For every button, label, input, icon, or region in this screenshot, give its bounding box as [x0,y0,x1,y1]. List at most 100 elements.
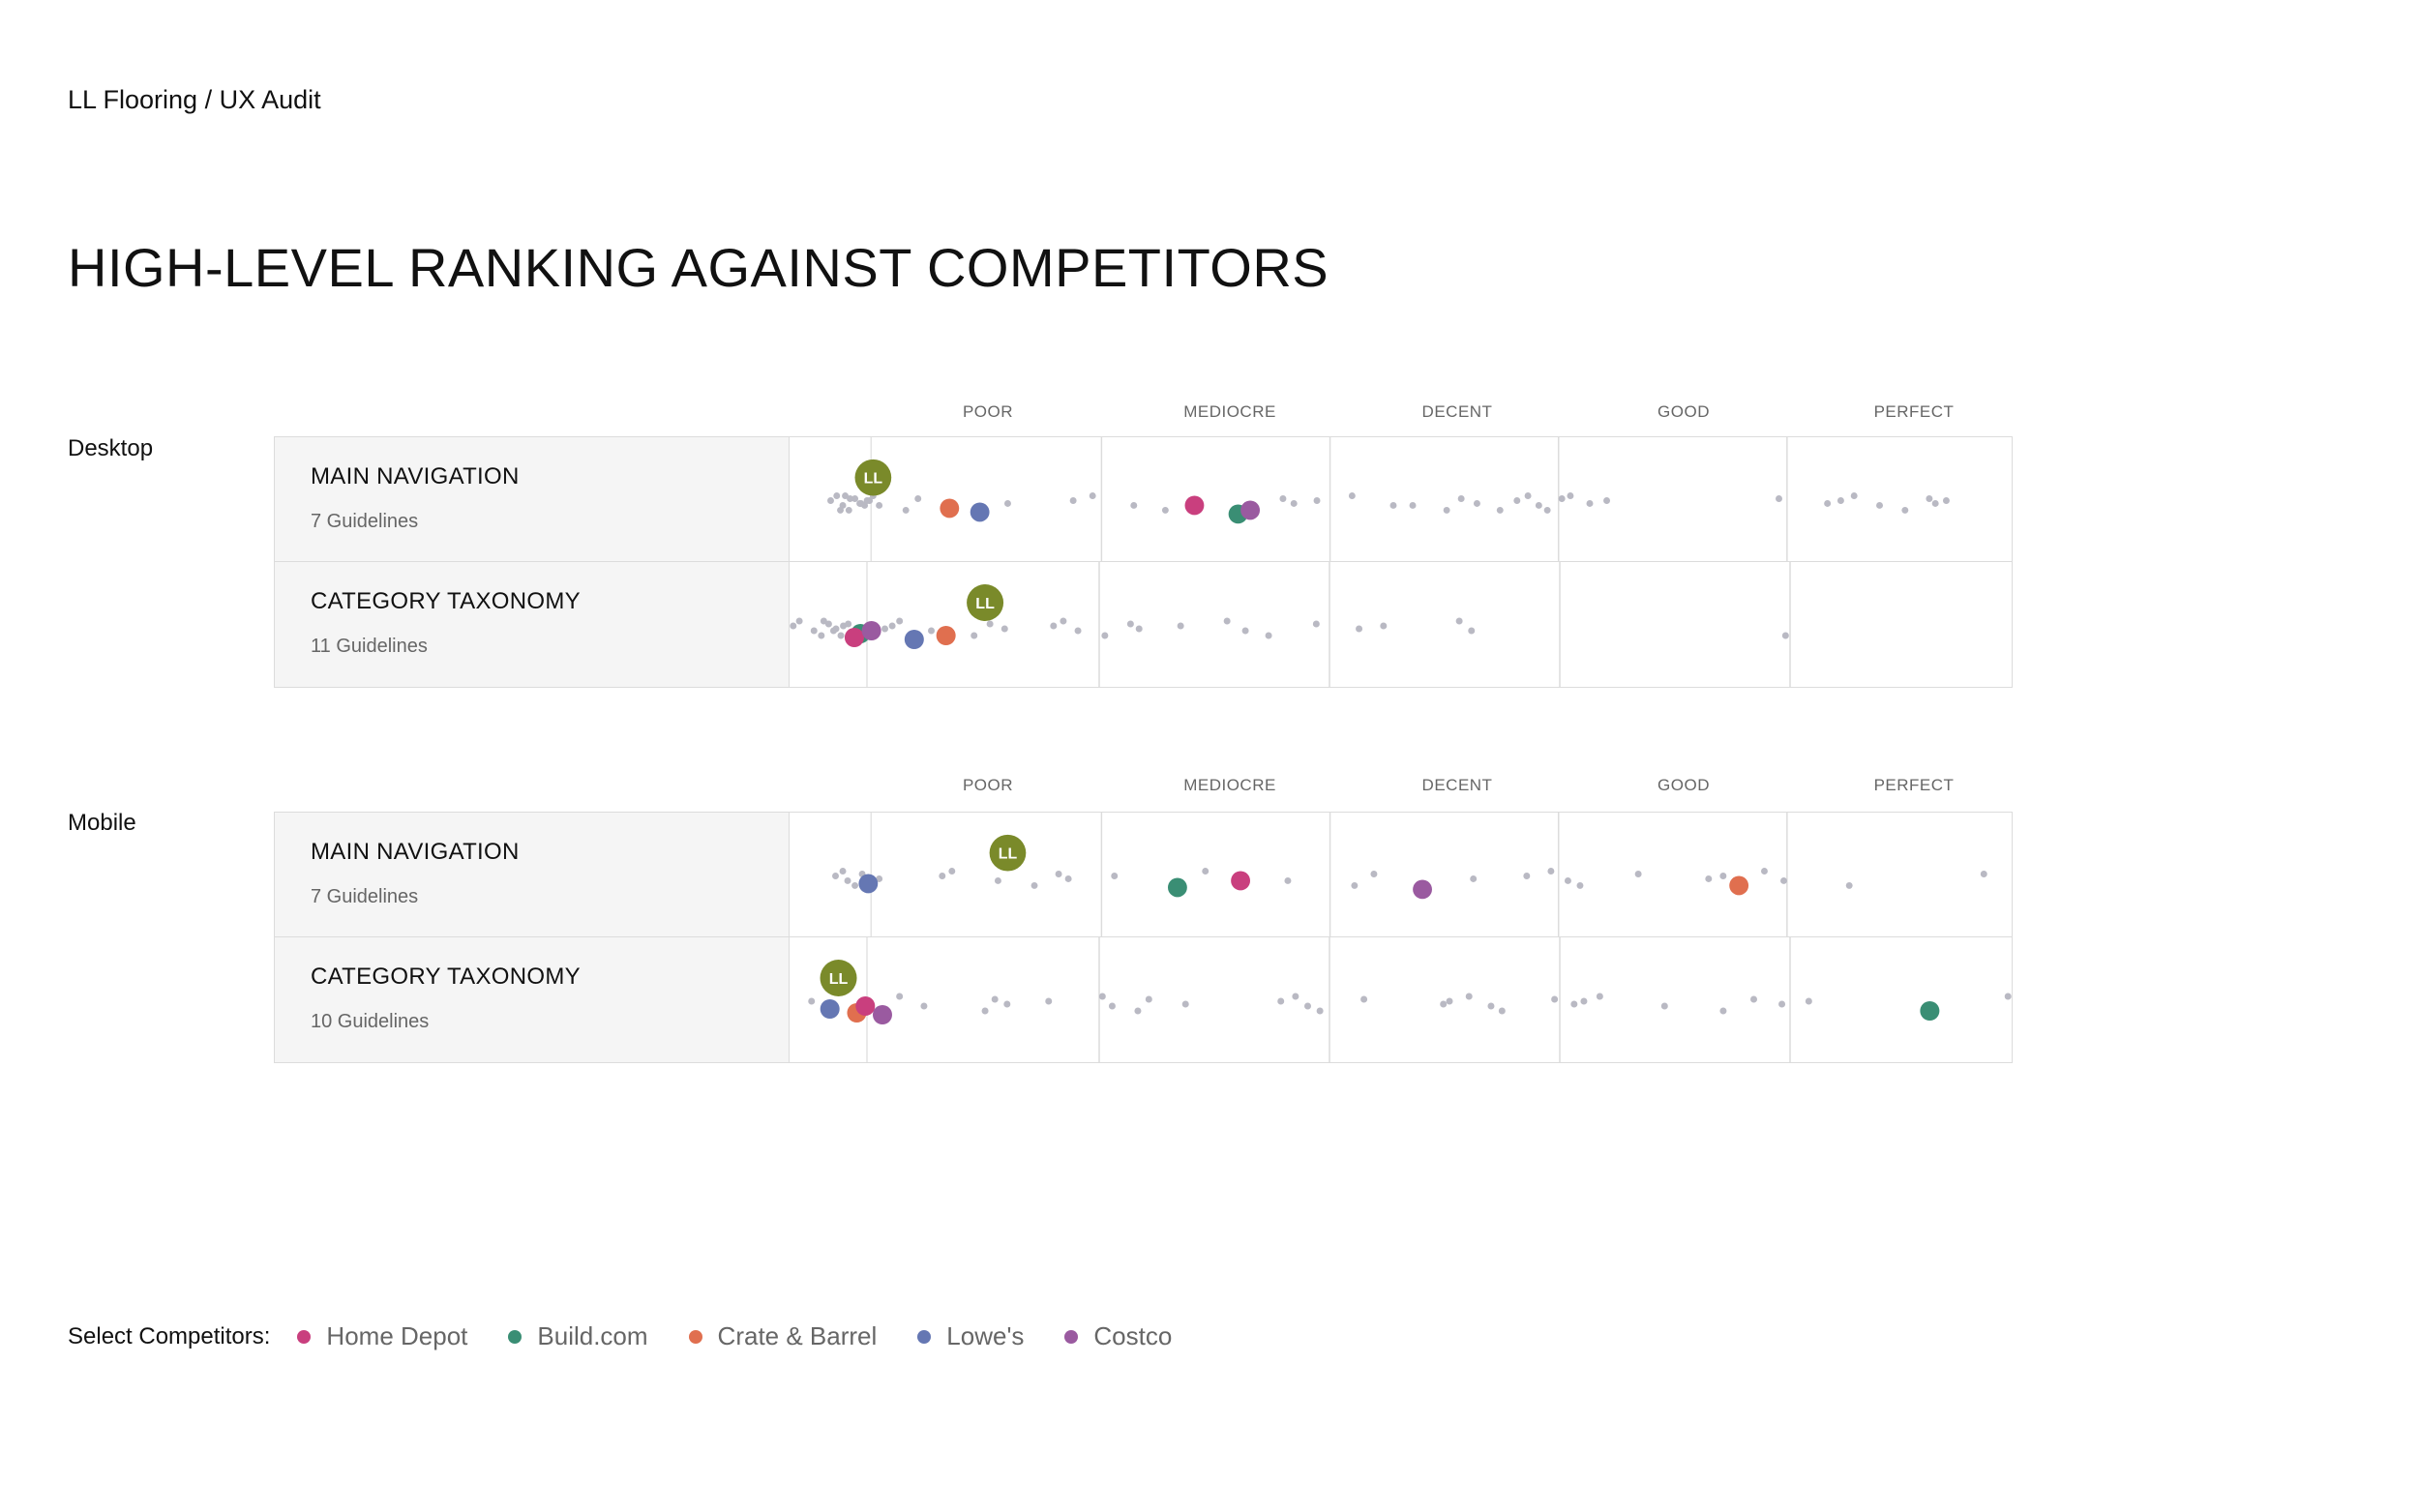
competitor-dot-costco[interactable] [1413,879,1432,900]
guideline-dot [1850,492,1858,499]
guideline-dot [1050,622,1058,630]
guideline-dot [1360,995,1368,1003]
guideline-dot [1547,868,1555,875]
row-guideline-count: 11 Guidelines [311,636,428,657]
guideline-dot [837,632,845,639]
guideline-dot [827,497,834,504]
guideline-dot [1558,495,1566,502]
guideline-dot [971,632,978,639]
table-row: MAIN NAVIGATION 7 Guidelines LL [275,437,2012,562]
table-row: CATEGORY TAXONOMY 10 Guidelines LL [275,937,2012,1062]
guideline-dot [1576,881,1584,889]
guideline-dot [1473,499,1480,507]
guideline-dot [948,868,956,875]
competitor-dot-build-com[interactable] [1920,1001,1940,1021]
guideline-dot [1901,506,1909,514]
guideline-dot [1348,492,1356,499]
guideline-dot [851,495,859,502]
guideline-dot [896,617,904,625]
guideline-dot [1223,617,1231,625]
guideline-dot [1313,497,1321,504]
guideline-dot [1101,632,1109,639]
mobile-ranking-table: MAIN NAVIGATION 7 Guidelines LL CATEGORY… [274,812,2013,1063]
guideline-dot [991,995,999,1003]
guideline-dot [824,620,832,628]
guideline-dot [1535,501,1542,509]
competitor-dot-crate-barrel[interactable] [936,626,956,645]
competitor-dot-lowe-s[interactable] [858,874,879,894]
category-header-poor: POOR [962,776,1014,794]
competitor-dot-lowe-s[interactable] [970,502,990,522]
guideline-dot [1926,495,1933,502]
guideline-dot [1470,875,1478,882]
guideline-dot [844,876,851,884]
competitor-dot-home-depot[interactable] [855,996,876,1016]
guideline-dot [1845,881,1853,889]
competitor-dot-costco[interactable] [872,1005,892,1024]
competitor-dot-lowe-s[interactable] [820,999,840,1019]
guideline-dot [1284,876,1292,884]
guideline-dot [1781,632,1789,639]
guideline-dot [1089,492,1096,499]
guideline-dot [1177,622,1184,630]
guideline-dot [1498,1007,1506,1015]
competitor-dot-crate-barrel[interactable] [940,498,960,519]
legend-label: Costco [1093,1321,1173,1350]
ll-badge-label: LL [999,846,1018,863]
guideline-dot [1304,1002,1312,1010]
row-header: MAIN NAVIGATION 7 Guidelines [275,813,790,936]
guideline-dot [851,881,859,889]
competitor-dot-build-com[interactable] [1167,877,1187,898]
guideline-dot [1570,1000,1578,1008]
ll-badge[interactable]: LL [820,960,857,996]
guideline-dot [1370,871,1378,877]
ranking-plot-svg: LL [808,937,2012,1062]
competitor-dot-home-depot[interactable] [1231,871,1250,891]
legend-item-build-com[interactable]: Build.com [508,1321,648,1351]
guideline-dot [866,497,874,504]
ll-badge-circle [967,584,1004,621]
competitor-dot-home-depot[interactable] [1184,495,1205,516]
legend-item-lowe-s[interactable]: Lowe's [917,1321,1024,1351]
guideline-dot [914,495,922,502]
ll-badge[interactable]: LL [967,584,1004,621]
guideline-dot [842,492,850,499]
guideline-dot [2004,993,2012,1000]
competitor-dot-lowe-s[interactable] [904,630,924,649]
guideline-dot [1496,506,1504,514]
legend-item-crate-barrel[interactable]: Crate & Barrel [688,1321,877,1351]
guideline-dot [1202,868,1210,875]
legend-item-costco[interactable]: Costco [1064,1321,1172,1351]
guideline-dot [1776,495,1782,502]
competitor-dot-costco[interactable] [1240,500,1261,520]
row-header: MAIN NAVIGATION 7 Guidelines [275,437,790,561]
guideline-dot [1000,625,1008,633]
guideline-dot [1030,881,1038,889]
guideline-dot [1567,492,1574,499]
guideline-dot [1465,993,1473,1000]
guideline-dot [1135,625,1143,633]
ll-badge-label: LL [864,471,883,488]
section-label-mobile: Mobile [68,810,136,836]
row-guideline-count: 10 Guidelines [311,1011,430,1032]
ranking-plot: LL [790,437,2012,561]
guideline-dot [1356,625,1363,633]
guideline-dot [1265,632,1272,639]
legend-item-home-depot[interactable]: Home Depot [297,1321,467,1351]
guideline-dot [1760,868,1768,875]
guideline-dot [1380,622,1388,630]
guideline-dot [1389,501,1397,509]
competitor-dot-home-depot[interactable] [844,628,864,647]
ll-badge[interactable]: LL [989,834,1027,872]
competitor-dot-costco[interactable] [861,621,881,640]
competitor-dot-crate-barrel[interactable] [1729,875,1749,896]
guideline-dot [839,868,847,875]
guideline-dot [896,993,904,1000]
guideline-dot [1468,627,1476,635]
legend-dot-icon [688,1329,702,1344]
ll-badge[interactable]: LL [854,459,892,496]
guideline-dot [845,620,852,628]
row-guideline-count: 7 Guidelines [311,511,419,532]
guideline-dot [986,620,994,628]
guideline-dot [1443,506,1450,514]
